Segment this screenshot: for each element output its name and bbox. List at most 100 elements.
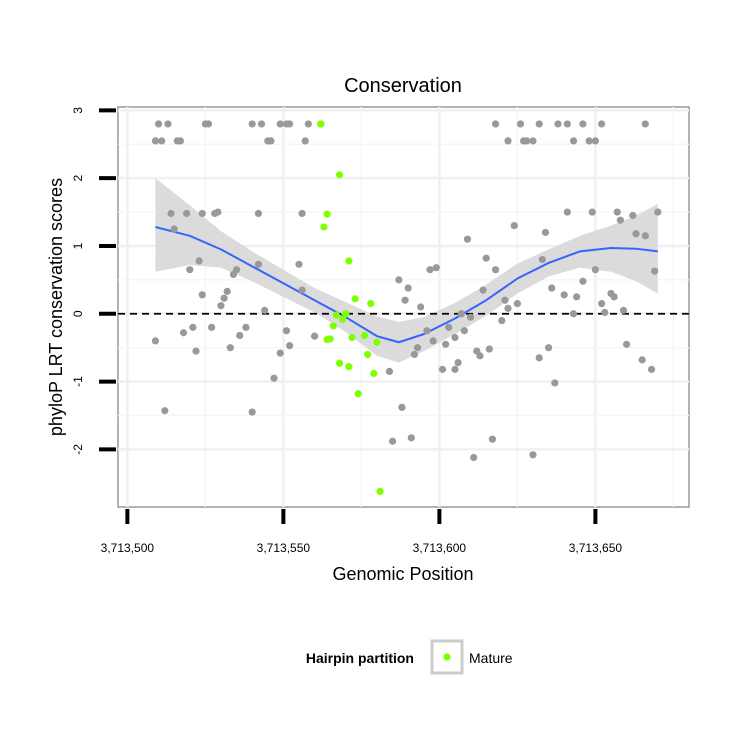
point-mature (335, 171, 344, 179)
point-other (485, 345, 493, 353)
point-other (445, 323, 453, 331)
point-other (257, 120, 266, 128)
legend-title: Hairpin partition (306, 650, 414, 666)
point-mature (348, 333, 356, 342)
point-other (214, 208, 222, 216)
point-other (470, 453, 478, 462)
point-other (573, 293, 581, 301)
point-mature (326, 335, 334, 343)
point-other (588, 208, 596, 216)
point-other (220, 294, 228, 302)
point-other (167, 209, 175, 218)
point-other (491, 120, 500, 128)
point-mature (354, 390, 362, 398)
smooth-layer (155, 178, 658, 363)
point-other (466, 313, 475, 321)
point-other (454, 358, 462, 367)
point-other (385, 367, 394, 376)
y-axis: 3 2 1 0 -1 -2 (71, 107, 116, 455)
point-other (541, 228, 550, 237)
point-other (569, 310, 578, 318)
point-mature (332, 311, 341, 319)
point-other (286, 342, 294, 350)
point-other (189, 323, 197, 331)
point-mature (367, 300, 375, 308)
point-other (432, 264, 440, 272)
x-axis: 3,713,500 3,713,550 3,713,600 3,713,650 (101, 509, 622, 555)
point-other (579, 120, 587, 128)
point-other (479, 286, 487, 294)
point-other (198, 291, 206, 299)
point-other (654, 208, 662, 216)
point-other (242, 323, 250, 331)
point-other (217, 302, 225, 310)
point-other (629, 211, 637, 220)
point-other (195, 257, 203, 265)
point-other (298, 286, 306, 294)
point-other (248, 120, 256, 128)
y-axis-label: phyloP LRT conservation scores (46, 178, 66, 436)
x-tick-label: 3,713,500 (101, 541, 155, 555)
point-other (276, 120, 284, 128)
point-other (179, 329, 188, 337)
point-mature (317, 120, 325, 128)
point-other (151, 137, 160, 145)
point-other (554, 120, 562, 128)
point-other (498, 316, 506, 325)
point-other (482, 254, 490, 262)
point-other (535, 120, 543, 128)
point-other (438, 365, 447, 373)
point-other (538, 255, 546, 264)
points-layer (151, 120, 662, 496)
point-other (161, 407, 169, 415)
point-other (638, 356, 646, 364)
point-other (186, 266, 194, 274)
point-other (254, 260, 263, 268)
point-other (551, 379, 559, 387)
point-other (613, 208, 621, 216)
point-other (451, 365, 459, 373)
y-tick-label: -1 (71, 376, 85, 387)
y-tick-label: 2 (71, 175, 85, 182)
point-other (601, 308, 609, 317)
x-tick-label: 3,713,600 (413, 541, 467, 555)
point-other (310, 332, 319, 340)
point-other (548, 284, 556, 292)
point-other (641, 120, 649, 128)
point-other (183, 209, 191, 218)
point-other (619, 306, 628, 314)
x-axis-label: Genomic Position (332, 564, 473, 584)
point-mature (345, 363, 353, 371)
point-other (488, 435, 497, 443)
point-other (417, 303, 425, 311)
point-other (569, 137, 578, 145)
point-other (154, 120, 163, 128)
point-other (270, 374, 278, 382)
point-other (267, 137, 275, 145)
point-other (491, 266, 500, 274)
point-other (544, 344, 553, 352)
point-other (504, 137, 512, 145)
point-other (192, 347, 200, 355)
point-other (304, 120, 312, 128)
point-other (457, 310, 465, 318)
point-other (563, 120, 571, 128)
point-other (510, 222, 518, 230)
point-other (158, 137, 166, 145)
point-other (529, 137, 537, 145)
point-other (579, 277, 587, 285)
point-other (591, 137, 599, 145)
point-other (591, 266, 599, 274)
point-mature (376, 487, 384, 496)
point-other (286, 120, 294, 128)
point-other (407, 434, 415, 442)
point-other (641, 232, 649, 240)
point-mature (339, 315, 347, 323)
point-other (208, 323, 216, 331)
point-other (647, 365, 656, 373)
point-other (198, 209, 206, 218)
point-other (164, 120, 172, 128)
point-other (610, 293, 618, 301)
point-other (585, 137, 593, 145)
point-other (295, 260, 303, 268)
